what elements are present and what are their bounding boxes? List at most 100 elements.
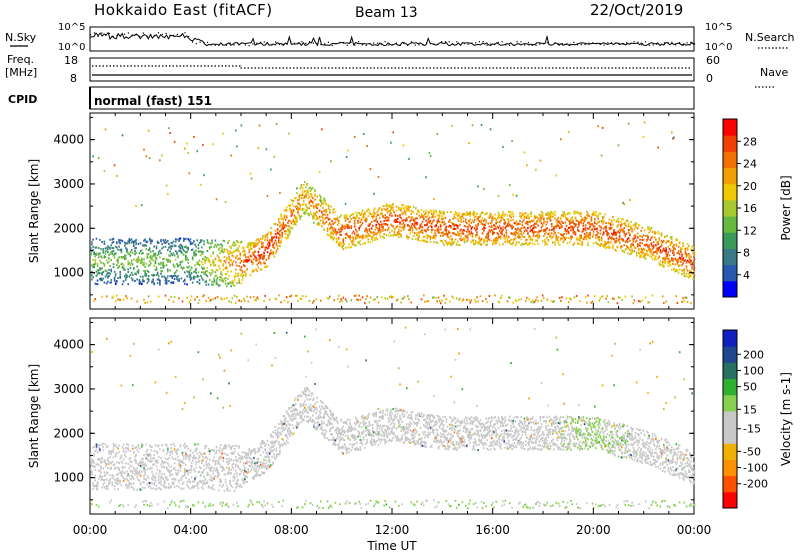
echo-cell: [498, 243, 501, 246]
echo-cell: [586, 217, 588, 220]
echo-cell: [626, 240, 629, 243]
echo-cell: [657, 146, 659, 149]
echo-cell: [186, 270, 188, 273]
echo-cell: [268, 254, 271, 257]
echo-cell: [548, 215, 551, 218]
echo-cell: [153, 450, 155, 453]
echo-cell: [143, 280, 145, 283]
echo-cell: [179, 237, 182, 240]
echo-cell: [164, 486, 167, 489]
nsearch-point: [154, 35, 156, 37]
echo-cell: [621, 298, 623, 301]
echo-cell: [139, 281, 142, 284]
echo-cell: [212, 260, 214, 263]
echo-cell: [216, 295, 219, 298]
echo-cell: [621, 249, 623, 252]
echo-cell: [579, 221, 581, 224]
nsearch-point: [637, 41, 639, 43]
echo-cell: [172, 481, 175, 484]
echo-cell: [118, 479, 120, 482]
echo-cell: [331, 227, 333, 230]
echo-cell: [146, 240, 149, 243]
echo-cell: [425, 212, 427, 215]
echo-cell: [172, 443, 175, 445]
echo-cell: [355, 294, 357, 297]
echo-cell: [235, 256, 237, 259]
echo-cell: [111, 450, 114, 452]
echo-cell: [500, 219, 502, 222]
echo-cell: [680, 260, 682, 263]
echo-cell: [316, 207, 319, 210]
echo-cell: [100, 255, 102, 258]
echo-cell: [401, 223, 403, 226]
echo-cell: [442, 234, 444, 237]
echo-cell: [429, 220, 432, 223]
echo-cell: [263, 254, 265, 257]
echo-cell: [649, 250, 652, 253]
echo-cell: [121, 475, 124, 478]
echo-cell: [117, 472, 119, 475]
echo-cell: [335, 241, 338, 244]
echo-cell: [253, 269, 255, 272]
echo-cell: [567, 220, 570, 222]
echo-cell: [267, 241, 270, 244]
nsearch-point: [512, 44, 514, 46]
nsearch-point: [629, 42, 631, 44]
echo-cell: [148, 264, 151, 267]
echo-cell: [667, 262, 670, 265]
echo-cell: [572, 231, 574, 234]
echo-cell: [364, 213, 366, 216]
echo-cell: [547, 211, 550, 214]
echo-cell: [536, 220, 538, 223]
echo-cell: [109, 252, 111, 255]
echo-cell: [439, 302, 442, 305]
echo-cell: [288, 204, 290, 207]
echo-cell: [611, 236, 613, 239]
echo-cell: [540, 210, 543, 213]
echo-cell: [673, 254, 675, 257]
echo-cell: [325, 211, 328, 214]
echo-cell: [420, 222, 423, 225]
echo-cell: [447, 231, 450, 234]
echo-cell: [220, 272, 222, 275]
echo-cell: [143, 148, 145, 151]
echo-cell: [638, 300, 640, 302]
echo-cell: [118, 444, 120, 447]
echo-cell: [374, 212, 376, 215]
echo-cell: [100, 278, 102, 280]
nsearch-point: [618, 42, 620, 45]
echo-cell: [259, 268, 262, 271]
echo-cell: [296, 187, 298, 190]
echo-cell: [259, 257, 262, 260]
echo-cell: [110, 451, 112, 454]
echo-cell: [633, 246, 636, 249]
echo-cell: [451, 243, 453, 246]
echo-cell: [612, 246, 614, 249]
echo-cell: [133, 244, 135, 247]
echo-cell: [163, 257, 166, 260]
echo-cell: [622, 250, 624, 253]
echo-cell: [515, 223, 518, 226]
echo-cell: [335, 231, 338, 233]
echo-cell: [280, 241, 282, 244]
echo-cell: [617, 239, 620, 242]
echo-cell: [651, 253, 654, 256]
echo-cell: [95, 503, 98, 506]
echo-cell: [146, 281, 149, 284]
echo-cell: [161, 461, 163, 464]
echo-cell: [156, 242, 159, 244]
echo-cell: [314, 190, 316, 193]
echo-cell: [216, 243, 219, 246]
echo-cell: [117, 277, 119, 279]
echo-cell: [273, 246, 276, 249]
echo-cell: [334, 210, 337, 213]
echo-cell: [426, 215, 428, 218]
echo-cell: [480, 238, 483, 241]
echo-cell: [532, 227, 535, 230]
echo-cell: [387, 217, 390, 219]
echo-cell: [221, 273, 223, 276]
echo-cell: [412, 211, 415, 214]
echo-cell: [443, 211, 445, 214]
echo-cell: [280, 215, 282, 218]
echo-cell: [233, 244, 236, 247]
